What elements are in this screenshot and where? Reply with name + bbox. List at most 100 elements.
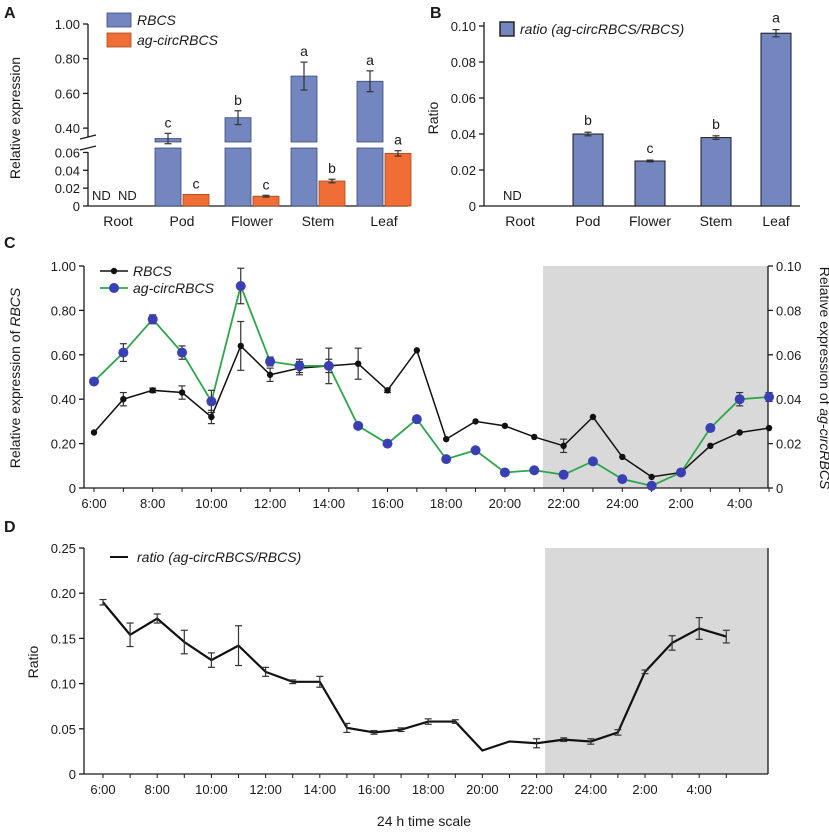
y-tick-label: 0 — [69, 767, 76, 782]
y-tick-label-left: 0 — [69, 481, 76, 496]
sig-letter: a — [772, 10, 780, 26]
error-bar-ratio — [424, 718, 432, 725]
panel-c-line-chart: C 0 0.20 0.40 0.60 0.80 1.00 0 0.02 0.04 0.06 0.08 0… — [4, 235, 829, 511]
point-circ — [617, 474, 628, 485]
x-tick-label: Leaf — [762, 213, 789, 229]
legend-ratio-detail: (ag-circRBCS/RBCS) — [168, 549, 301, 565]
point-circ — [676, 467, 686, 478]
x-tick-label: 16:00 — [358, 782, 391, 797]
point-circ — [118, 347, 129, 358]
x-tick-label: Root — [103, 213, 133, 229]
x-tick-label: 8:00 — [145, 782, 170, 797]
point-circ — [470, 445, 481, 456]
legend-label-rbcs: RBCS — [137, 12, 177, 28]
sig-letter-rbcs: a — [366, 52, 374, 68]
panel-label-b: B — [430, 5, 442, 22]
error-bar-rbcs — [164, 132, 172, 145]
error-bar-ratio — [207, 652, 215, 668]
point-rbcs — [589, 413, 597, 421]
series-line-circ — [93, 283, 770, 487]
point-rbcs — [765, 424, 773, 432]
y-axis-title-left: Relative expression of RBCS — [7, 287, 23, 468]
x-tick-label: 8:00 — [140, 496, 165, 511]
point-circ — [411, 414, 422, 425]
y-tick-label: 0.60 — [55, 86, 80, 101]
bar-ratio — [572, 133, 604, 207]
y-tick-label-left: 0.40 — [51, 392, 76, 407]
error-bar-ratio — [180, 629, 188, 655]
sig-letter-circ: b — [328, 160, 336, 176]
x-tick-label: Flower — [231, 213, 273, 229]
point-circ — [764, 391, 775, 402]
error-bar-rbcs — [234, 110, 242, 126]
y-tick-label-right: 0 — [776, 481, 783, 496]
legend-label-circ: ag-circRBCS — [133, 280, 215, 296]
x-tick-label: 10:00 — [195, 496, 228, 511]
error-bar-ratio — [641, 669, 649, 675]
error-bar-ratio — [584, 131, 592, 137]
x-axis-title: 24 h time scale — [377, 813, 471, 829]
panel-a-bar-chart: A 0.40 0.60 0.80 1.00 0 0.02 0.04 0.06 Relative e… — [4, 5, 412, 229]
x-tick-label: 14:00 — [313, 496, 346, 511]
legend-ratio-detail: (ag-circRBCS/RBCS) — [551, 21, 684, 37]
error-bar-circ — [394, 150, 402, 157]
y-tick-label: 0.02 — [451, 163, 476, 178]
error-bar-ratio — [722, 629, 730, 644]
legend-ratio-word: ratio — [137, 549, 164, 565]
point-rbcs — [120, 396, 127, 403]
y-tick-label: 0.40 — [55, 121, 80, 136]
sig-letter: c — [647, 140, 654, 156]
error-bar-ratio — [262, 666, 270, 677]
error-bar-ratio — [533, 738, 541, 749]
y-tick-label-left: 0.20 — [51, 437, 76, 452]
point-circ — [587, 456, 598, 467]
x-tick-label: 22:00 — [547, 496, 580, 511]
legend-swatch-ratio — [499, 21, 515, 37]
y-axis-title-right-prefix: Relative expression of — [817, 267, 829, 409]
y-tick-label: 0.06 — [451, 91, 476, 106]
x-tick-label: 24:00 — [606, 496, 639, 511]
error-bar-circ — [328, 178, 336, 184]
point-rbcs — [501, 422, 509, 430]
point-circ — [235, 280, 246, 291]
y-tick-label-right: 0.08 — [776, 303, 801, 318]
panel-label-d: D — [4, 519, 16, 536]
bar-circ — [318, 180, 346, 207]
error-bar-ratio — [370, 730, 378, 735]
bar-rbcs-lower — [356, 147, 384, 207]
x-tick-label: 6:00 — [90, 782, 115, 797]
point-circ — [353, 420, 364, 431]
point-circ — [734, 394, 745, 405]
point-rbcs — [648, 473, 655, 481]
y-tick-label-right: 0.10 — [776, 259, 801, 274]
y-tick-label: 0 — [469, 199, 476, 214]
panel-d-line-chart: D 0 0.05 0.10 0.15 0.20 0.25 6:00 8:00 10:00 12:00… — [4, 519, 769, 829]
x-tick-label: 12:00 — [254, 496, 287, 511]
x-tick-label: 2:00 — [632, 782, 657, 797]
sig-letter: b — [712, 116, 720, 132]
x-tick-label: Flower — [629, 213, 671, 229]
point-rbcs — [443, 435, 450, 443]
point-rbcs — [354, 360, 362, 367]
bar-ratio — [760, 32, 792, 207]
sig-letter-rbcs: a — [300, 43, 308, 59]
point-circ — [294, 360, 305, 371]
y-tick-label-left: 1.00 — [51, 259, 76, 274]
x-tick-label: 12:00 — [249, 782, 282, 797]
x-tick-label: 16:00 — [371, 496, 404, 511]
axis-break-mark — [79, 134, 97, 151]
error-bar-ratio — [668, 635, 676, 651]
y-tick-label: 1.00 — [55, 17, 80, 32]
series-line-rbcs — [93, 344, 770, 478]
night-shading — [543, 266, 768, 488]
y-tick-label: 0.80 — [55, 52, 80, 67]
x-tick-label: 24:00 — [575, 782, 608, 797]
panel-b-bar-chart: B 0 0.02 0.04 0.06 0.08 0.10 Ratio Root ND Pod b Flo… — [425, 5, 800, 229]
error-bar-rbcs — [300, 61, 308, 91]
error-bar-ratio — [712, 135, 720, 140]
y-axis-title: Ratio — [25, 645, 41, 678]
legend-label-ratio: ratio (ag-circRBCS/RBCS) — [137, 549, 301, 565]
y-tick-label: 0.04 — [451, 127, 476, 142]
x-tick-label: 18:00 — [430, 496, 463, 511]
